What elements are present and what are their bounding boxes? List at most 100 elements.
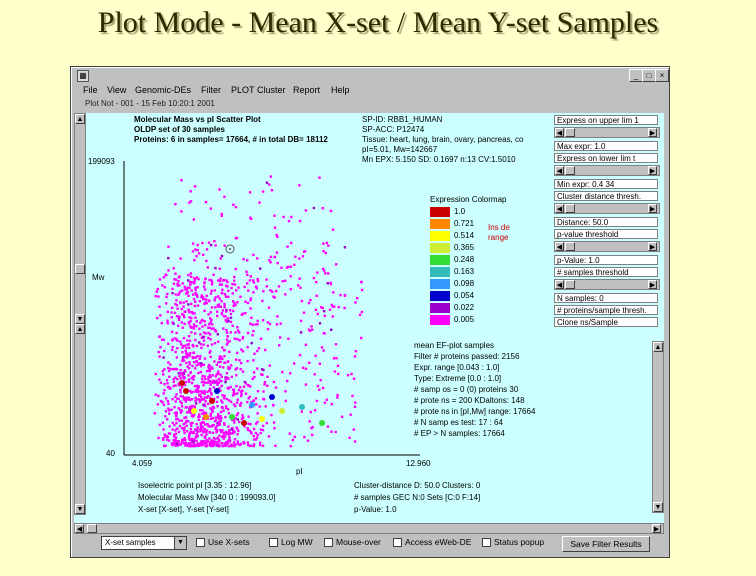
scroll-right-icon[interactable]: ▶	[648, 204, 657, 213]
scroll-right-icon[interactable]: ▶	[648, 242, 657, 251]
threshold-row[interactable]: Min expr: 0.4 34	[554, 179, 658, 189]
status-popup-checkbox[interactable]	[482, 538, 491, 547]
scatter-point	[183, 396, 186, 399]
scatter-point	[210, 279, 213, 282]
minimize-button[interactable]: _	[629, 69, 643, 82]
menu-report[interactable]: Report	[293, 85, 321, 95]
scatter-point	[256, 278, 259, 281]
save-filter-results-button[interactable]: Save Filter Results	[562, 536, 650, 552]
app-icon[interactable]: ▦	[77, 70, 89, 82]
threshold-slider[interactable]: ◀ ▶	[554, 241, 660, 252]
threshold-row[interactable]: Max expr: 1.0	[554, 141, 658, 151]
scatter-point	[174, 395, 177, 399]
menu-file[interactable]: File	[83, 85, 98, 95]
scatter-point	[190, 444, 193, 447]
scatter-point	[228, 438, 231, 441]
menu-view[interactable]: View	[107, 85, 127, 95]
scatter-point	[266, 384, 269, 387]
scroll-up-icon[interactable]: ▲	[75, 324, 85, 334]
scatter-point	[194, 367, 197, 370]
scatter-point	[352, 428, 355, 431]
threshold-slider[interactable]: ◀ ▶	[554, 203, 660, 214]
scatter-point	[256, 367, 259, 370]
scroll-down-icon[interactable]: ▼	[75, 504, 85, 514]
scatter-point	[209, 355, 212, 358]
scroll-left-icon[interactable]: ◀	[555, 166, 564, 175]
scatter-point	[329, 209, 333, 213]
scatter-point	[334, 430, 337, 434]
scroll-up-icon[interactable]: ▲	[75, 114, 85, 124]
scatter-point	[171, 338, 174, 341]
scroll-left-icon[interactable]: ◀	[555, 204, 564, 213]
scroll-left-icon[interactable]: ◀	[75, 524, 84, 533]
threshold-row[interactable]: p-Value: 1.0	[554, 255, 658, 265]
threshold-slider[interactable]: ◀ ▶	[554, 165, 660, 176]
threshold-row[interactable]: N samples: 0	[554, 293, 658, 303]
slider-thumb[interactable]	[565, 204, 575, 213]
left-scrollbar[interactable]: ▲ ▼ ▲ ▼	[74, 113, 86, 515]
menu-cluster[interactable]: Cluster	[257, 85, 286, 95]
scroll-right-icon[interactable]: ▶	[652, 524, 661, 533]
y-min-label: 40	[106, 449, 115, 458]
threshold-row[interactable]: Clone ns/Sample	[554, 317, 658, 327]
use-xsets-checkbox[interactable]	[196, 538, 205, 547]
threshold-slider[interactable]: ◀ ▶	[554, 127, 660, 138]
scroll-thumb[interactable]	[75, 264, 85, 274]
scatter-point	[175, 411, 178, 414]
scatter-point	[162, 438, 165, 441]
scatter-point	[220, 442, 224, 445]
scatter-point	[199, 342, 202, 346]
menu-help[interactable]: Help	[331, 85, 350, 95]
scroll-right-icon[interactable]: ▶	[648, 166, 657, 175]
log-mw-checkbox[interactable]	[269, 538, 278, 547]
scatter-point	[264, 348, 267, 352]
threshold-slider[interactable]: ◀ ▶	[554, 279, 660, 290]
set-select[interactable]: X-set samples ▼	[101, 536, 187, 550]
scroll-left-icon[interactable]: ◀	[555, 128, 564, 137]
slider-thumb[interactable]	[565, 166, 575, 175]
menu-genomic-des[interactable]: Genomic-DEs	[135, 85, 192, 95]
scroll-right-icon[interactable]: ▶	[648, 128, 657, 137]
slider-thumb[interactable]	[565, 242, 575, 251]
scroll-down-icon[interactable]: ▼	[75, 314, 85, 324]
scatter-point	[256, 319, 259, 323]
bottom-scrollbar[interactable]: ◀ ▶	[74, 523, 664, 534]
scroll-left-icon[interactable]: ◀	[555, 242, 564, 251]
scatter-plot[interactable]	[122, 161, 422, 457]
scatter-point	[226, 386, 229, 390]
scatter-point	[197, 371, 200, 375]
scatter-point	[172, 443, 176, 446]
scatter-point	[204, 441, 207, 445]
maximize-button[interactable]: □	[642, 69, 656, 82]
scatter-point	[206, 266, 209, 269]
mouse-over-checkbox[interactable]	[324, 538, 333, 547]
threshold-row[interactable]: Distance: 50.0	[554, 217, 658, 227]
scroll-left-icon[interactable]: ◀	[555, 280, 564, 289]
menu-plot[interactable]: PLOT	[231, 85, 255, 95]
scatter-point	[157, 295, 160, 298]
menu-filter[interactable]: Filter	[201, 85, 221, 95]
scatter-point	[178, 419, 181, 422]
scroll-thumb[interactable]	[87, 524, 97, 533]
scatter-point	[191, 390, 194, 394]
scatter-point	[333, 305, 336, 308]
slider-thumb[interactable]	[565, 280, 575, 289]
scatter-point	[249, 322, 252, 325]
scatter-point	[185, 424, 188, 427]
scatter-point	[154, 295, 157, 298]
scatter-point	[189, 319, 192, 323]
right-scrollbar[interactable]: ▲ ▼	[652, 341, 664, 513]
scatter-point	[177, 440, 180, 443]
scroll-up-icon[interactable]: ▲	[653, 342, 663, 352]
slider-thumb[interactable]	[565, 128, 575, 137]
scatter-point	[193, 280, 196, 283]
scatter-point	[192, 351, 195, 355]
scroll-down-icon[interactable]: ▼	[653, 502, 663, 512]
scroll-right-icon[interactable]: ▶	[648, 280, 657, 289]
scatter-point	[225, 441, 228, 444]
scatter-point	[180, 321, 183, 324]
chevron-down-icon[interactable]: ▼	[174, 537, 186, 549]
scatter-point	[223, 422, 226, 425]
access-eweb-checkbox[interactable]	[393, 538, 402, 547]
close-button[interactable]: ×	[655, 69, 669, 82]
